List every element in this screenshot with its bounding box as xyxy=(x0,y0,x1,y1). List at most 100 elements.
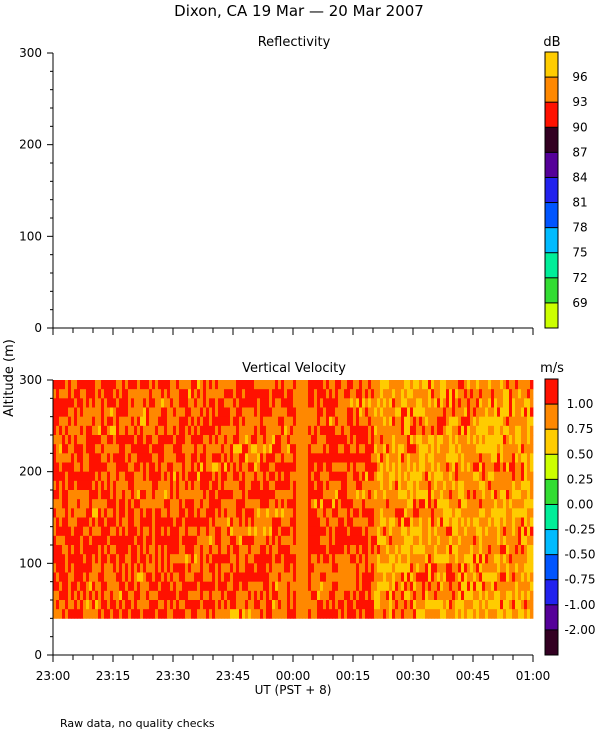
heatmap-cell xyxy=(419,462,423,473)
heatmap-cell xyxy=(152,425,156,436)
heatmap-cell xyxy=(143,545,147,555)
heatmap-cell xyxy=(65,425,69,436)
heatmap-cell xyxy=(218,480,222,491)
heatmap-cell xyxy=(389,407,393,418)
heatmap-cell xyxy=(359,380,363,390)
heatmap-cell xyxy=(488,425,492,436)
heatmap-cell xyxy=(191,572,195,583)
heatmap-cell xyxy=(512,471,516,482)
heatmap-cell xyxy=(212,416,216,427)
heatmap-cell xyxy=(326,581,330,592)
heatmap-cell xyxy=(221,398,225,408)
heatmap-cell xyxy=(461,471,465,482)
heatmap-cell xyxy=(473,600,477,610)
heatmap-cell xyxy=(362,435,366,445)
heatmap-cell xyxy=(512,499,516,509)
heatmap-cell xyxy=(521,389,525,399)
heatmap-cell xyxy=(419,480,423,491)
heatmap-cell xyxy=(449,572,453,583)
heatmap-cell xyxy=(479,499,483,509)
heatmap-cell xyxy=(194,600,198,610)
heatmap-cell xyxy=(83,398,87,408)
heatmap-cell xyxy=(137,499,141,509)
heatmap-cell xyxy=(476,444,480,454)
heatmap-cell xyxy=(89,554,93,564)
heatmap-cell xyxy=(368,554,372,564)
heatmap-cell xyxy=(272,462,276,473)
heatmap-cell xyxy=(65,545,69,555)
heatmap-cell xyxy=(68,435,72,445)
heatmap-cell xyxy=(284,490,288,500)
x-tick-label: 00:00 xyxy=(276,669,311,683)
heatmap-cell xyxy=(293,490,297,500)
heatmap-cell xyxy=(218,471,222,482)
heatmap-cell xyxy=(464,572,468,583)
heatmap-cell xyxy=(98,609,102,619)
heatmap-cell xyxy=(491,380,495,390)
heatmap-cell xyxy=(452,380,456,390)
heatmap-cell xyxy=(176,389,180,399)
heatmap-cell xyxy=(302,416,306,427)
heatmap-cell xyxy=(371,462,375,473)
heatmap-cell xyxy=(212,535,216,546)
heatmap-cell xyxy=(386,416,390,427)
heatmap-cell xyxy=(335,609,339,619)
heatmap-cell xyxy=(413,600,417,610)
heatmap-cell xyxy=(401,416,405,427)
heatmap-cell xyxy=(482,435,486,445)
heatmap-cell xyxy=(242,499,246,509)
heatmap-cell xyxy=(224,590,228,601)
heatmap-cell xyxy=(191,600,195,610)
heatmap-cell xyxy=(164,581,168,592)
heatmap-cell xyxy=(74,380,78,390)
heatmap-cell xyxy=(107,416,111,427)
heatmap-cell xyxy=(476,517,480,528)
heatmap-cell xyxy=(302,380,306,390)
heatmap-cell xyxy=(161,609,165,619)
heatmap-cell xyxy=(428,600,432,610)
heatmap-cell xyxy=(116,490,120,500)
heatmap-cell xyxy=(437,581,441,592)
heatmap-cell xyxy=(269,499,273,509)
heatmap-cell xyxy=(518,590,522,601)
heatmap-cell xyxy=(308,435,312,445)
heatmap-cell xyxy=(356,499,360,509)
heatmap-cell xyxy=(296,453,300,463)
heatmap-cell xyxy=(518,490,522,500)
heatmap-cell xyxy=(530,453,534,463)
heatmap-cell xyxy=(239,490,243,500)
heatmap-cell xyxy=(182,435,186,445)
heatmap-cell xyxy=(431,517,435,528)
heatmap-cell xyxy=(89,398,93,408)
heatmap-cell xyxy=(383,435,387,445)
heatmap-cell xyxy=(512,425,516,436)
heatmap-cell xyxy=(341,499,345,509)
heatmap-cell xyxy=(410,526,414,537)
heatmap-cell xyxy=(401,526,405,537)
heatmap-cell xyxy=(56,480,60,491)
heatmap-cell xyxy=(269,407,273,418)
heatmap-cell xyxy=(233,407,237,418)
heatmap-cell xyxy=(236,453,240,463)
heatmap-cell xyxy=(521,416,525,427)
heatmap-cell xyxy=(200,563,204,573)
heatmap-cell xyxy=(227,444,231,454)
heatmap-cell xyxy=(254,554,258,564)
heatmap-cell xyxy=(323,517,327,528)
heatmap-cell xyxy=(95,480,99,491)
heatmap-cell xyxy=(386,600,390,610)
heatmap-cell xyxy=(275,453,279,463)
heatmap-cell xyxy=(503,380,507,390)
heatmap-cell xyxy=(422,380,426,390)
heatmap-cell xyxy=(467,572,471,583)
heatmap-cell xyxy=(326,416,330,427)
heatmap-cell xyxy=(353,526,357,537)
heatmap-cell xyxy=(143,425,147,436)
heatmap-cell xyxy=(251,517,255,528)
heatmap-cell xyxy=(167,590,171,601)
heatmap-cell xyxy=(134,517,138,528)
heatmap-cell xyxy=(206,398,210,408)
heatmap-cell xyxy=(338,416,342,427)
heatmap-cell xyxy=(449,545,453,555)
heatmap-cell xyxy=(287,398,291,408)
